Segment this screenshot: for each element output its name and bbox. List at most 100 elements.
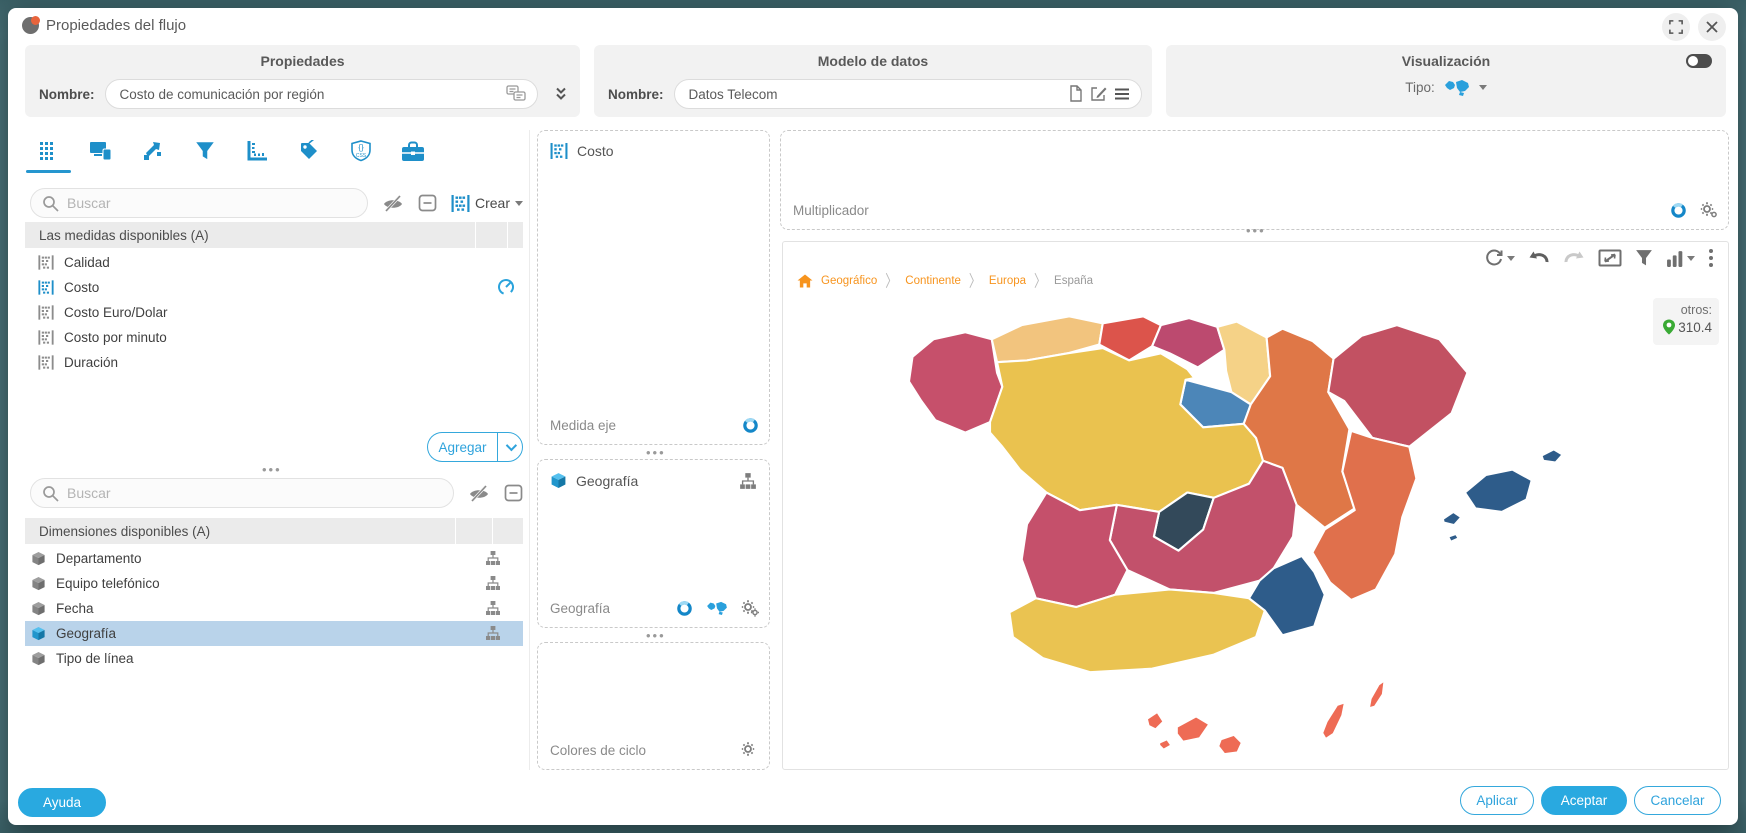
data-model-panel: Modelo de datos Nombre: — [594, 45, 1152, 117]
settings-gears-icon[interactable] — [741, 599, 759, 617]
region-extremadura[interactable] — [1022, 493, 1128, 608]
settings-gears-icon[interactable] — [741, 741, 759, 759]
maximize-button[interactable] — [1662, 13, 1690, 41]
axis-measure-dropzone[interactable]: Costo Medida eje — [537, 130, 770, 445]
search-icon — [42, 485, 59, 502]
collapse-properties-button[interactable] — [548, 79, 574, 109]
tab-tags[interactable] — [290, 136, 327, 166]
accept-button[interactable]: Aceptar — [1541, 786, 1627, 815]
ring-indicator-icon[interactable] — [1670, 202, 1687, 219]
tab-devices[interactable] — [82, 136, 119, 166]
dimensions-search-row — [30, 478, 523, 508]
dimension-row-tipo-de-linea[interactable]: Tipo de línea — [25, 646, 523, 671]
tab-measures-ruler[interactable] — [238, 136, 275, 166]
translate-icon[interactable] — [506, 85, 526, 102]
help-button[interactable]: Ayuda — [18, 788, 106, 817]
world-map-icon[interactable] — [706, 601, 728, 615]
properties-panel: Propiedades Nombre: — [25, 45, 580, 117]
measure-row-costo-euro-dolar[interactable]: Costo Euro/Dolar — [25, 300, 523, 325]
measure-icon — [38, 305, 54, 320]
panel-resize-handle[interactable]: ••• — [262, 466, 282, 474]
multiplier-label: Multiplicador — [793, 203, 1670, 218]
ring-indicator-icon[interactable] — [676, 600, 693, 617]
breadcrumb-continente[interactable]: Continente — [905, 275, 961, 287]
grid-fields-icon — [38, 140, 60, 162]
axis-measure-label: Medida eje — [550, 418, 742, 433]
cycle-colors-label: Colores de ciclo — [550, 743, 741, 758]
maximize-icon — [1669, 20, 1683, 34]
flow-name-input[interactable] — [105, 79, 538, 109]
measures-search-row: Crear — [30, 188, 523, 218]
fit-to-screen-button[interactable] — [1598, 249, 1622, 267]
hide-eye-icon[interactable] — [382, 195, 404, 212]
region-canarias[interactable] — [1147, 680, 1385, 754]
more-options-button[interactable] — [1708, 248, 1714, 268]
map-breadcrumb: Geográfico〉 Continente〉 Europa〉 España — [797, 272, 1093, 289]
new-document-icon[interactable] — [1067, 85, 1083, 102]
panel-resize-handle[interactable]: ••• — [646, 449, 666, 457]
dimensions-search-input[interactable] — [67, 479, 445, 507]
gauge-indicator-icon — [497, 278, 515, 296]
dimension-row-departamento[interactable]: Departamento — [25, 546, 523, 571]
create-dropdown-caret[interactable] — [515, 201, 523, 206]
tab-interactions[interactable] — [134, 136, 171, 166]
geo-dimension-dropzone[interactable]: Geografía Geografía — [537, 459, 770, 628]
panel-resize-handle[interactable]: ••• — [646, 632, 666, 640]
tab-css[interactable]: {}CSS — [342, 136, 379, 166]
measure-row-calidad[interactable]: Calidad — [25, 250, 523, 275]
visualization-toggle[interactable] — [1686, 54, 1712, 68]
others-value: 310.4 — [1678, 320, 1712, 335]
undo-button[interactable] — [1528, 249, 1550, 268]
chart-type-button[interactable] — [1666, 250, 1695, 267]
breadcrumb-europa[interactable]: Europa — [989, 275, 1026, 287]
add-dropdown-button[interactable] — [497, 432, 523, 462]
redo-button-disabled[interactable] — [1563, 249, 1585, 268]
cycle-colors-dropzone[interactable]: Colores de ciclo — [537, 642, 770, 770]
cancel-button[interactable]: Cancelar — [1634, 786, 1721, 815]
titlebar: Propiedades del flujo — [8, 8, 1738, 46]
dimension-cube-icon — [31, 601, 46, 616]
ruler-icon — [246, 140, 268, 162]
tab-filters[interactable] — [186, 136, 223, 166]
breadcrumb-geografico[interactable]: Geográfico — [821, 275, 877, 287]
refresh-dropdown-caret — [1507, 256, 1515, 261]
left-panel-divider — [529, 130, 530, 770]
visualization-panel-title: Visualización — [1166, 45, 1726, 69]
region-andalucia[interactable] — [1009, 589, 1264, 672]
refresh-button[interactable] — [1484, 248, 1515, 268]
tab-fields[interactable] — [30, 136, 67, 166]
home-icon[interactable] — [797, 274, 813, 288]
spain-choropleth-map — [879, 288, 1619, 764]
hide-eye-icon[interactable] — [468, 485, 490, 502]
refresh-icon — [1484, 248, 1504, 268]
reading-pane-icon[interactable] — [418, 194, 437, 212]
edit-document-icon[interactable] — [1090, 85, 1107, 102]
map-type-icon[interactable] — [1444, 79, 1470, 96]
region-baleares[interactable] — [1443, 449, 1563, 542]
measures-list-header: Las medidas disponibles (A) — [25, 222, 523, 248]
dimension-row-geografia-selected[interactable]: Geografía — [25, 621, 523, 646]
measures-search-input[interactable] — [67, 189, 359, 217]
menu-icon[interactable] — [1114, 87, 1130, 101]
apply-button[interactable]: Aplicar — [1460, 786, 1534, 815]
map-filter-button[interactable] — [1635, 249, 1653, 267]
hierarchy-icon[interactable] — [739, 472, 757, 490]
create-measure-button[interactable]: Crear — [451, 195, 523, 212]
add-button[interactable]: Agregar — [427, 432, 497, 462]
dimension-row-equipo-telefonico[interactable]: Equipo telefónico — [25, 571, 523, 596]
close-button[interactable] — [1698, 13, 1726, 41]
dimension-row-fecha[interactable]: Fecha — [25, 596, 523, 621]
panel-resize-handle[interactable]: ••• — [1246, 227, 1266, 235]
measure-row-duracion[interactable]: Duración — [25, 350, 523, 375]
settings-gears-icon[interactable] — [1700, 201, 1718, 219]
region-galicia[interactable] — [909, 332, 1002, 432]
region-castilla-y-leon[interactable] — [990, 348, 1263, 512]
svg-text:{}: {} — [358, 143, 364, 152]
reading-pane-icon[interactable] — [504, 484, 523, 502]
ring-indicator-icon[interactable] — [742, 417, 759, 434]
tab-toolbox[interactable] — [394, 136, 431, 166]
type-dropdown-caret[interactable] — [1479, 85, 1487, 90]
measure-row-costo-por-minuto[interactable]: Costo por minuto — [25, 325, 523, 350]
measure-row-costo[interactable]: Costo — [25, 275, 523, 300]
multiplier-dropzone[interactable]: Multiplicador — [780, 130, 1729, 230]
